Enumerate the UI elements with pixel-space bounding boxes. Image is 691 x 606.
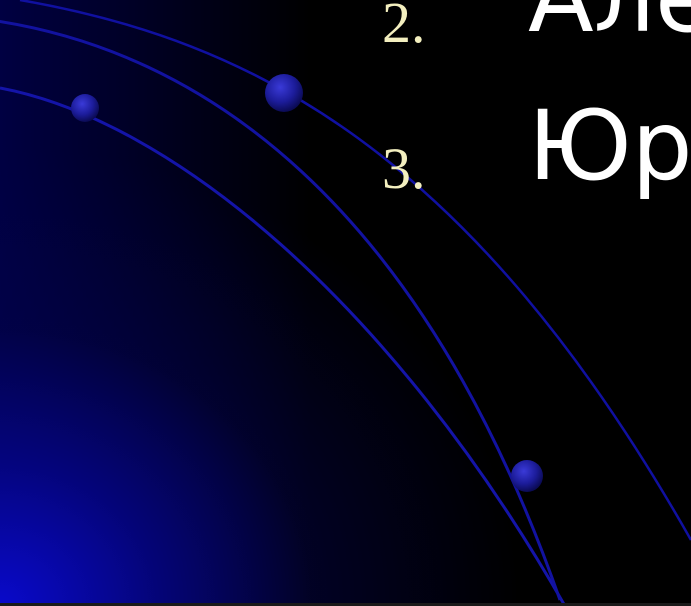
orb: [71, 94, 99, 122]
list-item-text: Але: [528, 0, 691, 46]
bottom-divider: [0, 603, 691, 606]
orb: [265, 74, 303, 112]
arc-line: [0, 20, 562, 601]
list-item-number: 3.: [382, 136, 426, 201]
list-item-text: Юр: [528, 90, 691, 202]
orb: [511, 460, 543, 492]
list-item-number: 2.: [382, 0, 426, 55]
arc-line: [0, 86, 567, 606]
arc-line: [19, 0, 691, 541]
